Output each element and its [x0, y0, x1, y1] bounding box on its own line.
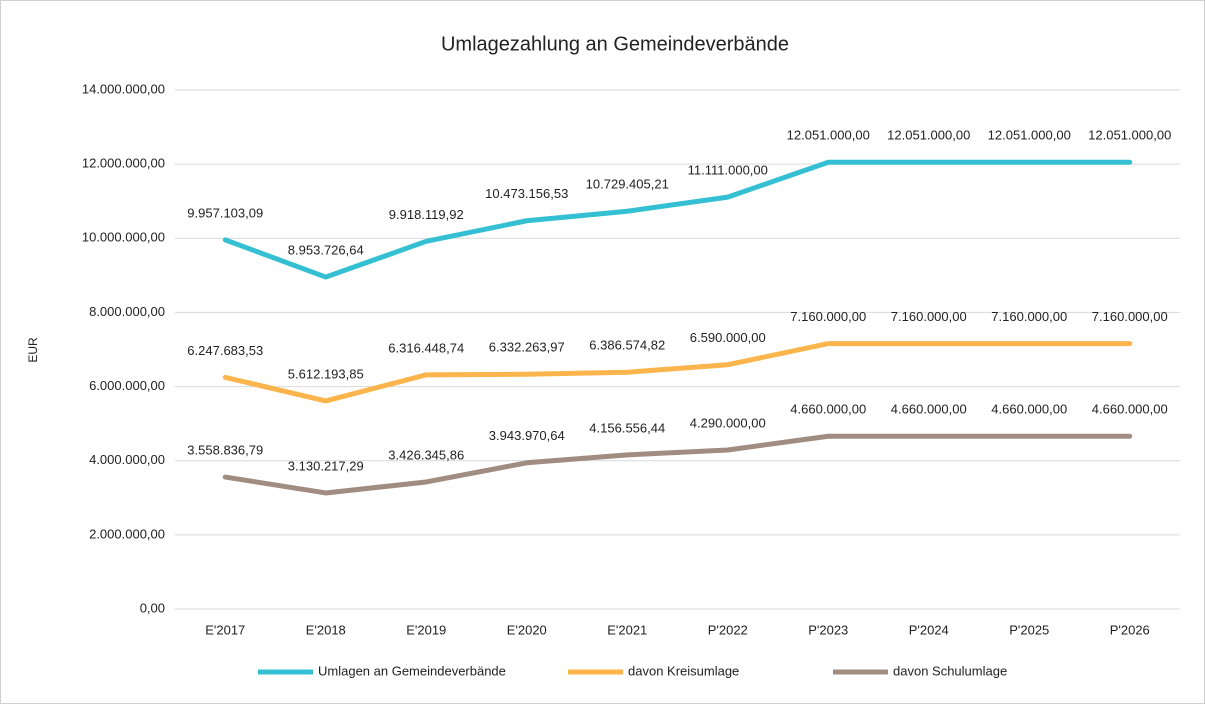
legend-label: Umlagen an Gemeindeverbände: [318, 663, 506, 678]
y-tick-label: 12.000.000,00: [82, 156, 165, 171]
x-tick-label: E'2018: [306, 622, 346, 637]
data-label: 8.953.726,64: [288, 243, 364, 258]
data-label: 6.332.263,97: [489, 340, 565, 355]
y-tick-label: 4.000.000,00: [89, 452, 165, 467]
data-label: 6.386.574,82: [589, 338, 665, 353]
data-label: 12.051.000,00: [887, 128, 970, 143]
x-tick-label: E'2017: [205, 622, 245, 637]
x-tick-label: P'2024: [909, 622, 949, 637]
x-tick-label: E'2021: [607, 622, 647, 637]
data-label: 4.660.000,00: [1092, 402, 1168, 417]
data-label: 4.660.000,00: [991, 402, 1067, 417]
data-label: 10.473.156,53: [485, 186, 568, 201]
data-label: 4.290.000,00: [690, 415, 766, 430]
data-label: 9.957.103,09: [187, 205, 263, 220]
data-label: 7.160.000,00: [991, 309, 1067, 324]
series-line: [222, 159, 1133, 280]
chart-title: Umlagezahlung an Gemeindeverbände: [441, 33, 789, 55]
x-tick-label: P'2023: [808, 622, 848, 637]
data-label: 5.612.193,85: [288, 366, 364, 381]
series-line: [222, 433, 1133, 496]
y-tick-label: 10.000.000,00: [82, 230, 165, 245]
y-tick-label: 8.000.000,00: [89, 304, 165, 319]
legend-label: davon Kreisumlage: [628, 663, 739, 678]
data-label: 11.111.000,00: [688, 163, 768, 178]
data-label: 3.943.970,64: [489, 428, 565, 443]
x-tick-label: P'2025: [1009, 622, 1049, 637]
x-tick-label: E'2019: [406, 622, 446, 637]
data-label: 4.660.000,00: [790, 402, 866, 417]
data-label: 4.156.556,44: [589, 420, 665, 435]
data-label: 3.426.345,86: [388, 447, 464, 462]
data-label: 10.729.405,21: [586, 177, 669, 192]
data-label: 12.051.000,00: [1088, 128, 1171, 143]
x-tick-label: P'2026: [1110, 622, 1150, 637]
y-tick-label: 2.000.000,00: [89, 526, 165, 541]
x-tick-label: P'2022: [708, 622, 748, 637]
data-label: 7.160.000,00: [790, 309, 866, 324]
x-tick-label: E'2020: [507, 622, 547, 637]
data-label: 6.590.000,00: [690, 330, 766, 345]
data-label: 12.051.000,00: [787, 128, 870, 143]
legend-label: davon Schulumlage: [893, 663, 1007, 678]
data-label: 9.918.119,92: [389, 207, 464, 222]
series-line: [222, 341, 1133, 404]
y-axis-label: EUR: [26, 337, 40, 363]
data-label: 7.160.000,00: [891, 309, 967, 324]
data-label: 6.316.448,74: [388, 340, 464, 355]
data-label: 12.051.000,00: [988, 128, 1071, 143]
data-label: 3.130.217,29: [288, 458, 364, 473]
data-label: 4.660.000,00: [891, 402, 967, 417]
y-tick-label: 0,00: [140, 600, 165, 615]
y-tick-label: 14.000.000,00: [82, 81, 165, 96]
y-tick-label: 6.000.000,00: [89, 378, 165, 393]
data-label: 3.558.836,79: [187, 443, 263, 458]
data-label: 7.160.000,00: [1092, 309, 1168, 324]
data-label: 6.247.683,53: [187, 343, 263, 358]
